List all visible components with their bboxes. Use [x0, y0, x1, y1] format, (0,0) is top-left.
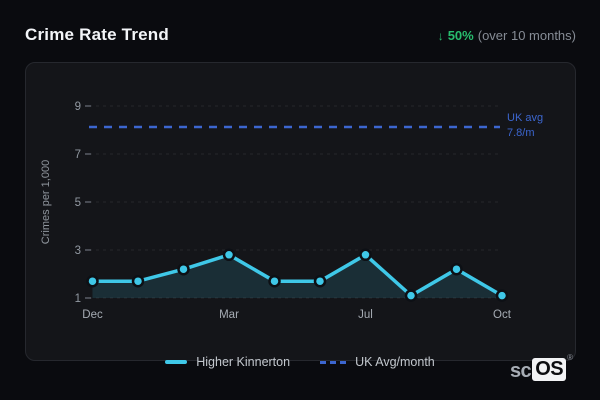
- legend-item-higher-kinnerton[interactable]: Higher Kinnerton: [165, 355, 290, 369]
- page-title: Crime Rate Trend: [25, 25, 169, 44]
- logo-text-sc: sc: [509, 360, 532, 382]
- svg-text:Oct: Oct: [493, 309, 512, 321]
- registered-mark-icon: ®: [567, 353, 573, 362]
- svg-text:5: 5: [75, 197, 81, 209]
- header: Crime Rate Trend ↓ 50% (over 10 months): [25, 22, 576, 48]
- svg-text:Jul: Jul: [358, 309, 373, 321]
- chart-card: 1 3 5 7 9 Crimes per 1,000 UK avg 7.8/m Dec Mar Ju…: [25, 62, 576, 361]
- crime-trend-line-chart: 1 3 5 7 9 Crimes per 1,000 UK avg 7.8/m Dec Mar Ju…: [26, 63, 577, 362]
- legend-item-uk-avg[interactable]: UK Avg/month: [320, 355, 435, 369]
- solid-line-swatch-icon: [165, 360, 188, 364]
- svg-text:3: 3: [75, 245, 81, 257]
- svg-text:1: 1: [75, 293, 81, 305]
- svg-text:Dec: Dec: [82, 309, 103, 321]
- svg-text:7.8/m: 7.8/m: [507, 127, 535, 139]
- svg-text:9: 9: [75, 101, 81, 113]
- scos-logo: sc OS ®: [509, 353, 573, 382]
- svg-text:UK avg: UK avg: [507, 112, 543, 124]
- dashed-line-swatch-icon: [320, 360, 347, 364]
- logo-text-os: OS: [532, 358, 567, 381]
- svg-text:Crimes per 1,000: Crimes per 1,000: [40, 160, 52, 244]
- down-arrow-icon: ↓: [437, 28, 444, 43]
- trend-indicator: ↓ 50% (over 10 months): [438, 28, 576, 43]
- chart-legend: Higher Kinnerton UK Avg/month: [0, 352, 600, 372]
- svg-text:7: 7: [75, 149, 81, 161]
- legend-label-higher-kinnerton: Higher Kinnerton: [196, 355, 291, 369]
- trend-caption: (over 10 months): [477, 27, 576, 43]
- trend-percent: 50%: [447, 27, 474, 43]
- svg-text:Mar: Mar: [219, 309, 239, 321]
- legend-label-uk-avg: UK Avg/month: [355, 355, 435, 369]
